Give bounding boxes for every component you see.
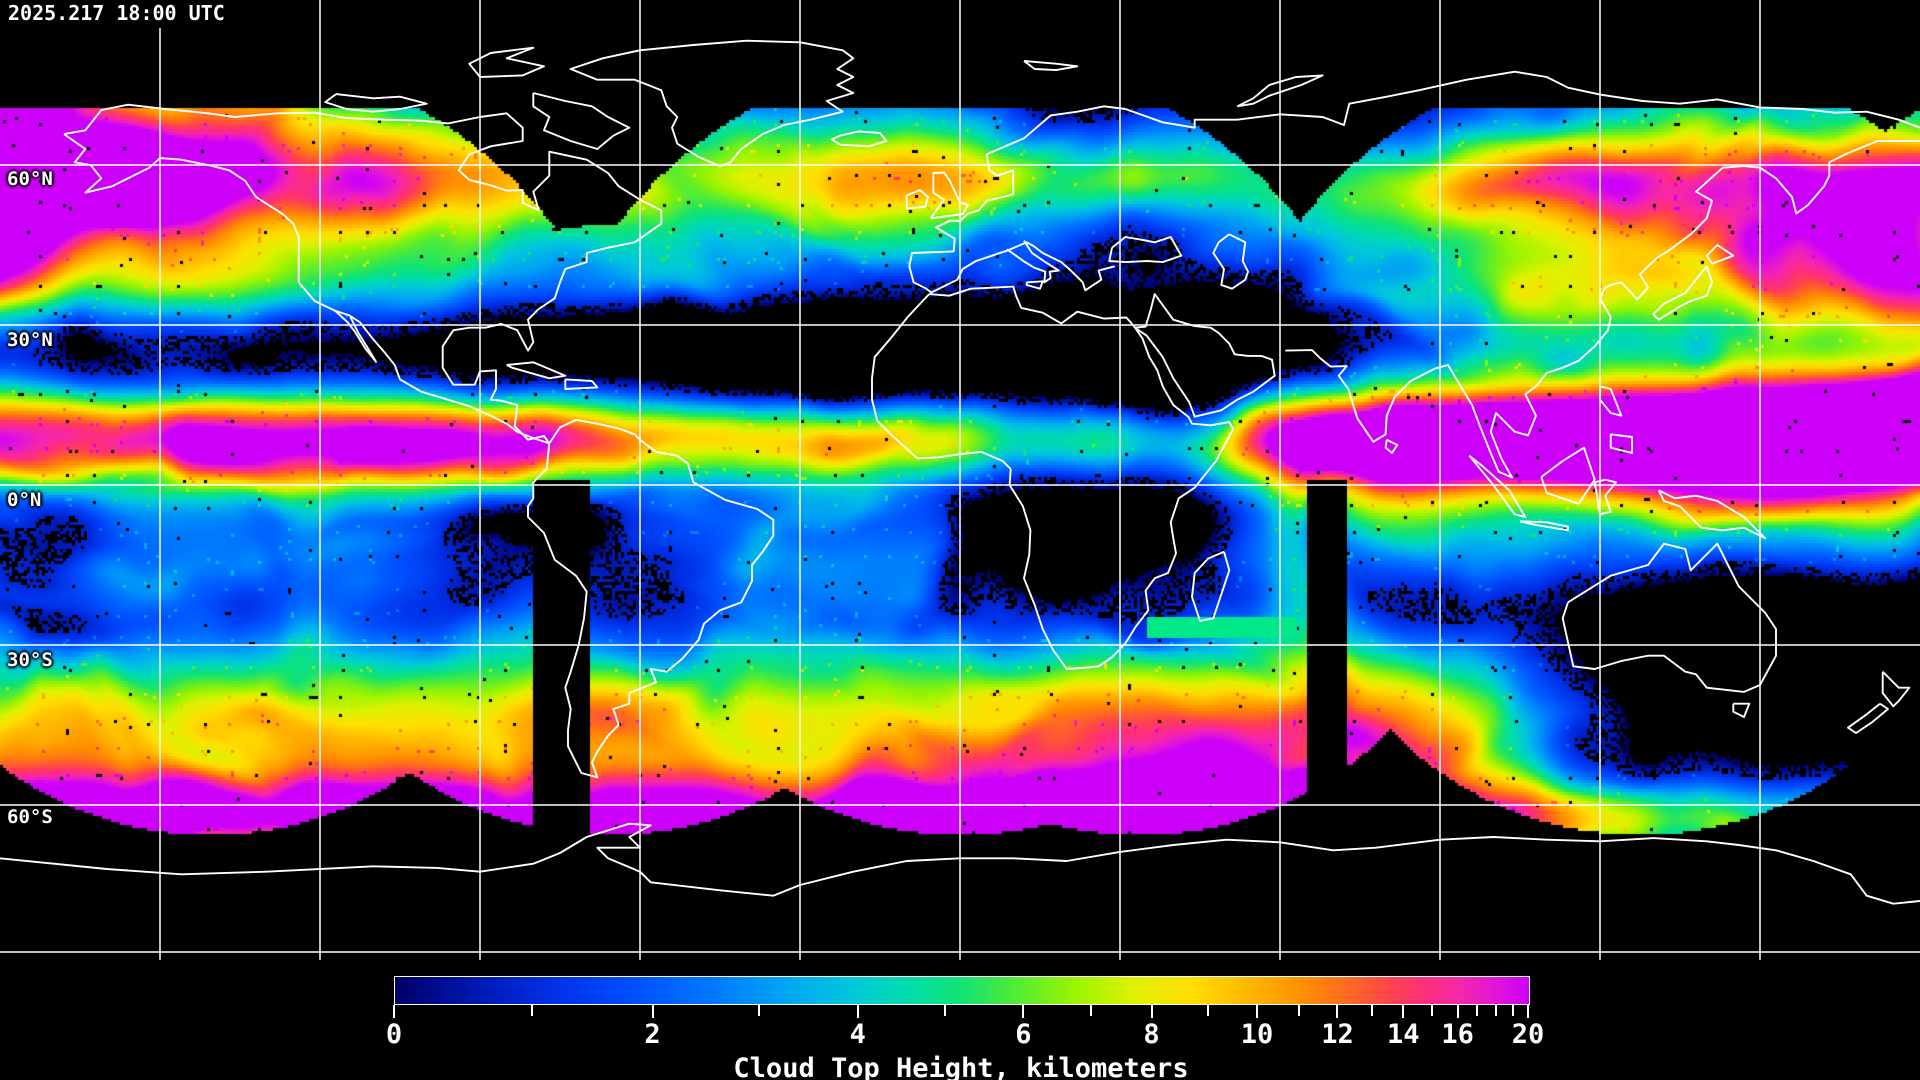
latitude-label: 60°N [7,168,53,190]
latitude-label: 30°S [7,649,53,671]
latitude-label: 0°N [7,489,42,511]
latitude-label: 60°S [7,806,53,828]
latitude-label: 30°N [7,329,53,351]
timestamp-label: 2025.217 18:00 UTC [0,0,237,28]
